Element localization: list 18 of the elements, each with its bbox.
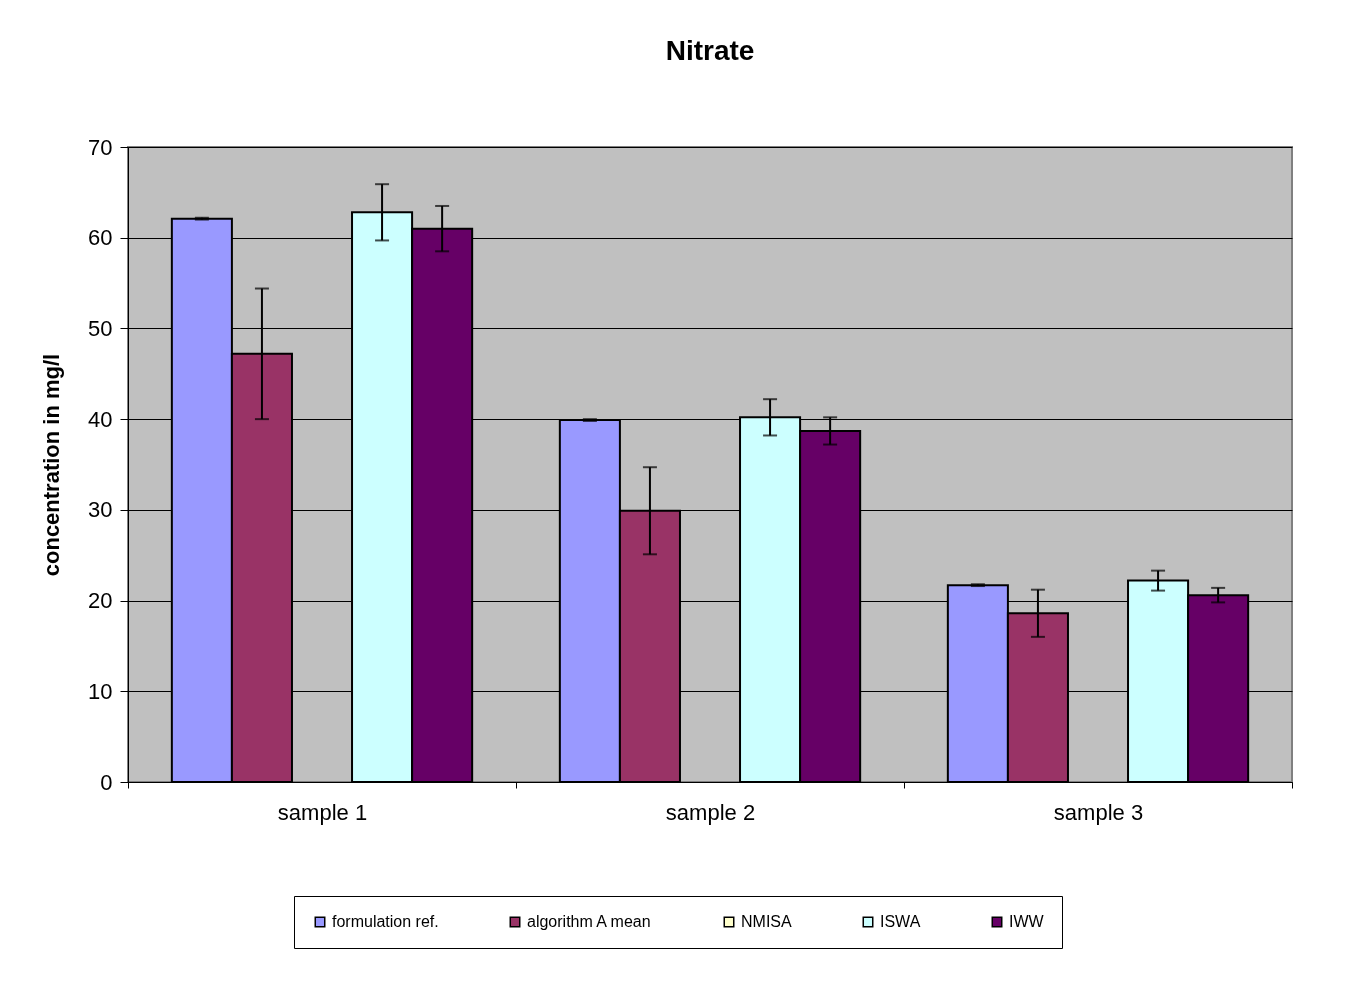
legend-label: IWW [1009,913,1045,930]
y-tick-label: 40 [88,406,113,432]
y-tick-label: 30 [88,497,113,523]
legend-label: ISWA [880,913,921,930]
y-axis-title: concentration in mg/l [39,353,65,577]
y-tick-label: 50 [88,315,113,341]
y-tick-label: 60 [88,225,113,251]
y-tick-label: 20 [88,588,113,614]
y-tick-label: 0 [100,769,113,795]
y-tick-label: 70 [88,134,113,160]
x-tick-label: sample 3 [1053,799,1144,825]
x-tick-label: sample 2 [665,799,756,825]
legend-label: algorithm A mean [527,913,651,930]
legend-label: NMISA [741,913,792,930]
x-tick-label: sample 1 [277,799,368,825]
y-tick-label: 10 [88,678,113,704]
legend-label: formulation ref. [332,913,439,930]
chart-title: Nitrate [665,35,755,66]
